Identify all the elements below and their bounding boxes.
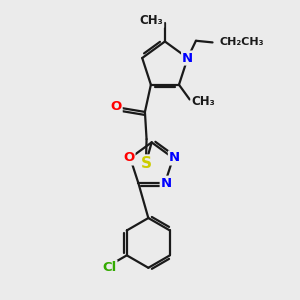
Text: S: S: [140, 155, 152, 170]
Text: CH₃: CH₃: [191, 94, 215, 108]
Text: N: N: [169, 152, 180, 164]
Text: Cl: Cl: [102, 261, 116, 274]
Text: N: N: [161, 177, 172, 190]
Text: CH₃: CH₃: [140, 14, 163, 27]
Text: N: N: [182, 52, 193, 64]
Text: O: O: [123, 152, 134, 164]
Text: O: O: [110, 100, 122, 113]
Text: CH₂CH₃: CH₂CH₃: [220, 37, 264, 47]
